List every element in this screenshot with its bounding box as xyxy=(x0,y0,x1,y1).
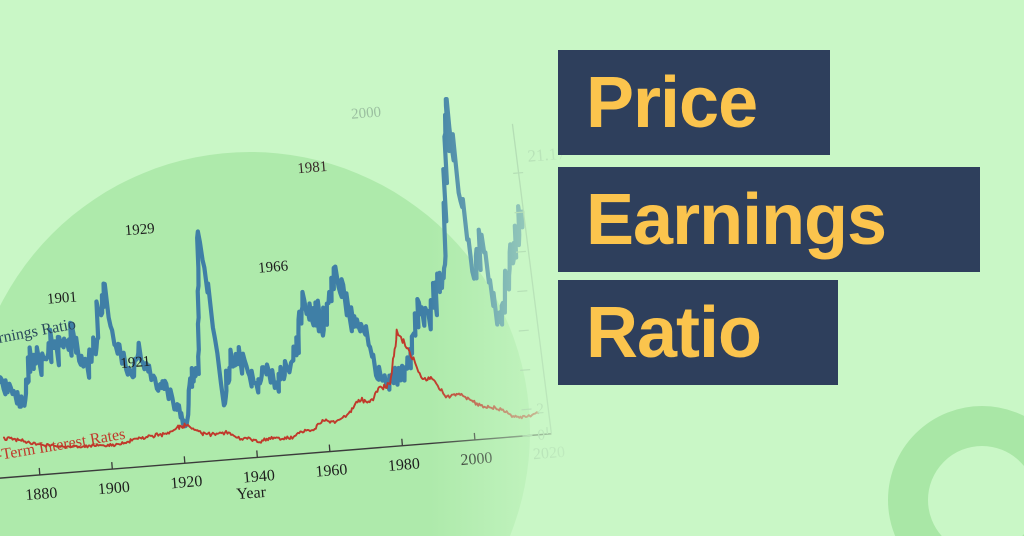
y-tick-mark xyxy=(515,250,526,253)
annotation-1901: 1901 xyxy=(46,289,77,307)
x-tick-mark xyxy=(546,427,549,435)
price-earnings-ratio-chart: Price-Earnings Ratio Long-Term Interest … xyxy=(0,60,592,536)
annotation-1921: 1921 xyxy=(120,354,151,372)
chart-svg: Price-Earnings Ratio Long-Term Interest … xyxy=(0,96,567,505)
x-tick-label: 2000 xyxy=(460,450,493,470)
title-block-line-1: Price xyxy=(558,50,830,155)
y-tick-mark xyxy=(522,434,533,437)
x-tick-label: 2020 xyxy=(532,444,565,464)
annotation-2000: 2000 xyxy=(351,104,382,122)
x-tick-label: 1980 xyxy=(387,455,420,475)
x-tick-label: 1960 xyxy=(315,461,348,481)
chart-annotations: 1901 1921 1929 1966 1981 2000 xyxy=(46,104,382,372)
annotation-1966: 1966 xyxy=(258,258,290,276)
y-tick-mark xyxy=(517,290,528,293)
y-tick-label: 2 xyxy=(536,401,545,418)
y-tick-mark xyxy=(520,368,531,371)
x-tick-mark xyxy=(183,456,186,464)
x-tick-mark xyxy=(473,432,476,440)
title-text-price: Price xyxy=(586,62,758,143)
background-ring-decoration xyxy=(888,406,1024,536)
x-tick-mark xyxy=(256,450,259,458)
y-tick-mark xyxy=(518,329,529,332)
x-tick-mark xyxy=(401,438,404,446)
x-tick-mark xyxy=(38,467,41,475)
series-label-long-term-interest-rates: Long-Term Interest Rates xyxy=(0,426,127,470)
annotation-1981: 1981 xyxy=(297,159,328,177)
y-tick-mark xyxy=(513,171,524,174)
title-block-line-2: Earnings xyxy=(558,167,980,272)
right-y-axis-line xyxy=(511,123,553,434)
y-tick-label: 0 xyxy=(537,427,546,444)
x-tick-label: 1900 xyxy=(97,479,130,499)
x-tick-mark xyxy=(328,444,331,452)
x-tick-label: 1880 xyxy=(25,485,58,505)
y-tick-mark xyxy=(514,211,525,214)
chart-series-group xyxy=(0,96,540,449)
x-tick-label: 1920 xyxy=(170,473,203,493)
x-tick-mark xyxy=(111,462,113,470)
title-text-earnings: Earnings xyxy=(586,179,887,260)
title-block-line-3: Ratio xyxy=(558,280,838,385)
y-tick-mark xyxy=(521,408,532,411)
annotation-1929: 1929 xyxy=(124,221,155,239)
x-axis-label: Year xyxy=(236,484,267,503)
title-text-ratio: Ratio xyxy=(586,292,762,373)
x-tick-label: 1940 xyxy=(242,467,275,487)
